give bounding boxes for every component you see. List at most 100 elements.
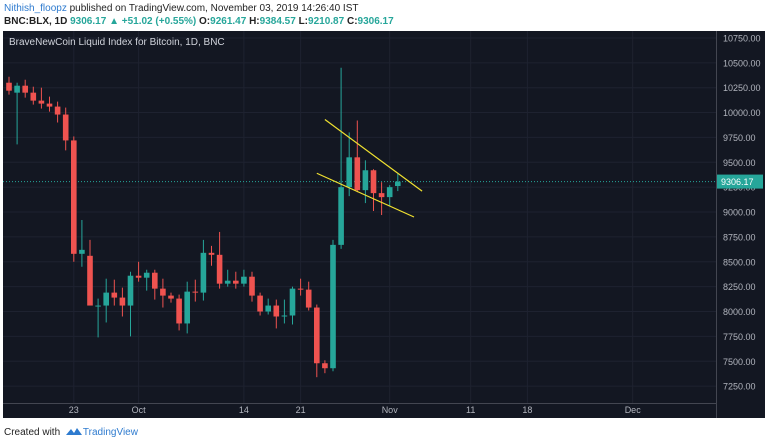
candle-body	[71, 140, 77, 254]
candle-body	[79, 249, 85, 254]
candle-body	[168, 295, 174, 299]
close-label: C:	[346, 16, 358, 27]
candle-body	[257, 295, 263, 312]
chart-header: Nithish_floopz published on TradingView.…	[0, 0, 768, 30]
last-price-badge	[717, 174, 763, 189]
last-price-value: 9306.17	[70, 16, 107, 27]
candle-body	[386, 187, 393, 198]
open-value: 9261.47	[210, 16, 247, 27]
y-tick-label: 9500.00	[723, 158, 756, 168]
y-tick-label: 7250.00	[723, 382, 756, 392]
close-value: 9306.17	[357, 16, 394, 27]
candle-body	[62, 114, 69, 141]
candle-body	[370, 170, 377, 194]
candle-body	[103, 292, 109, 306]
candle-body	[54, 106, 61, 115]
publish-line: Nithish_floopz published on TradingView.…	[4, 3, 358, 14]
footer: Created with TradingView	[0, 418, 768, 445]
candle-body	[192, 291, 199, 293]
candle-body	[135, 275, 142, 278]
y-tick-label: 10000.00	[723, 108, 761, 118]
x-tick-label: Nov	[382, 405, 399, 415]
candle-body	[87, 255, 93, 306]
candle-body	[216, 254, 223, 284]
candle-body	[265, 305, 271, 312]
y-tick-label: 9000.00	[723, 208, 756, 218]
candle-body	[273, 305, 280, 317]
candle-body	[322, 363, 328, 369]
open-label: O:	[199, 16, 211, 27]
candle-body	[395, 181, 401, 187]
up-triangle-icon: ▲	[109, 16, 119, 27]
x-tick-label: Oct	[132, 405, 147, 415]
low-label: L:	[298, 16, 309, 27]
candle-body	[119, 297, 126, 306]
y-tick-label: 10500.00	[723, 58, 761, 68]
candle-body	[224, 280, 231, 284]
candle-body	[241, 276, 247, 284]
tradingview-logo-icon	[65, 428, 82, 436]
x-tick-label: 11	[466, 405, 475, 415]
low-value: 9210.87	[308, 16, 345, 27]
y-tick-label: 8750.00	[723, 232, 756, 242]
trendline	[324, 119, 423, 192]
author-link[interactable]: Nithish_floopz	[4, 3, 67, 14]
candle-body	[38, 100, 45, 104]
candle-body	[378, 193, 385, 198]
candle-body	[160, 288, 166, 296]
candle-body	[30, 92, 37, 101]
chart-panel[interactable]: 7250.00 7500.00 7750.00 8000.00 8250.00 8500.…	[3, 31, 765, 418]
x-tick-label: Dec	[625, 405, 642, 415]
published-text: published on TradingView.com, November 0…	[69, 3, 359, 14]
y-tick-label: 7750.00	[723, 332, 756, 342]
created-with-text: Created with	[4, 427, 61, 438]
y-tick-label: 10250.00	[723, 83, 761, 93]
candle-body	[289, 288, 296, 316]
candle-body	[362, 170, 369, 191]
candle-body	[305, 289, 312, 308]
candle-body	[111, 292, 118, 298]
last-price-label: 9306.17	[721, 177, 754, 187]
y-tick-label: 10750.00	[723, 33, 761, 43]
candle-body	[46, 103, 53, 107]
candle-body	[14, 85, 20, 93]
x-tick-label: 18	[522, 405, 532, 415]
candle-body	[249, 276, 255, 296]
candle-body	[233, 280, 239, 284]
candle-body	[22, 85, 28, 93]
trendline	[316, 172, 415, 218]
candle-body	[95, 305, 101, 307]
candle-body	[338, 187, 344, 245]
y-tick-label: 8250.00	[723, 282, 756, 292]
y-tick-label: 9750.00	[723, 133, 756, 143]
y-tick-label: 8500.00	[723, 257, 756, 267]
candle-body	[6, 82, 12, 91]
tradingview-brand[interactable]: TradingView	[82, 427, 138, 438]
change-value: +51.02 (+0.55%)	[121, 16, 197, 27]
candle-body	[208, 252, 215, 255]
candle-body	[200, 252, 207, 293]
x-tick-label: 23	[69, 405, 79, 415]
candle-body	[127, 275, 134, 306]
x-tick-label: 21	[296, 405, 306, 415]
candle-body	[176, 298, 182, 324]
y-tick-label: 8000.00	[723, 307, 756, 317]
high-label: H:	[249, 16, 260, 27]
candle-body	[281, 315, 288, 317]
footer-credit: Created with TradingView	[4, 427, 138, 438]
candle-body	[184, 291, 190, 324]
candle-body	[330, 244, 336, 369]
candle-body	[143, 272, 150, 278]
candle-body	[314, 307, 320, 364]
candle-body	[152, 272, 158, 289]
y-tick-label: 7500.00	[723, 357, 756, 367]
candle-body	[297, 288, 304, 290]
chart-title: BraveNewCoin Liquid Index for Bitcoin, 1…	[9, 37, 225, 48]
high-value: 9384.57	[259, 16, 296, 27]
ohlc-line: BNC:BLX, 1D 9306.17 ▲ +51.02 (+0.55%) O:…	[4, 16, 394, 27]
candle-body	[346, 157, 352, 188]
symbol-label: BNC:BLX, 1D	[4, 16, 68, 27]
x-tick-label: 14	[239, 405, 249, 415]
candle-body	[354, 157, 361, 191]
candlestick-chart[interactable]: 7250.00 7500.00 7750.00 8000.00 8250.00 8500.…	[3, 31, 765, 418]
